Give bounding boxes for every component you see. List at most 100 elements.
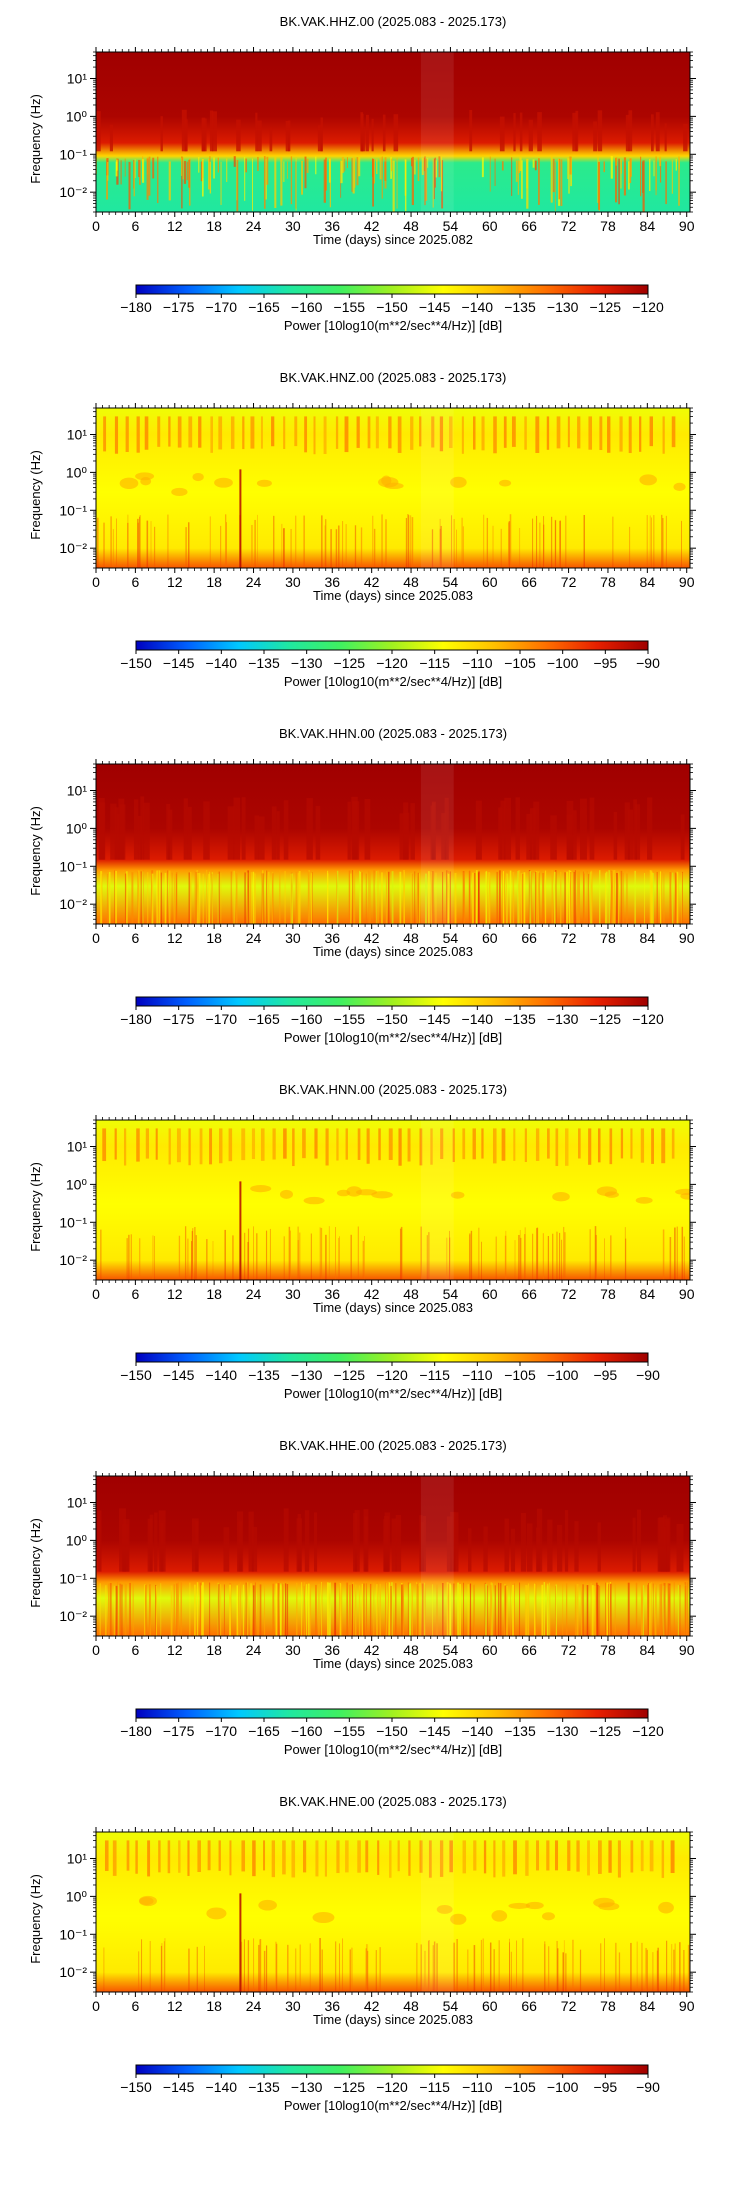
colorbar-tick-label: −140	[206, 1367, 238, 1383]
blob	[256, 479, 272, 487]
x-tick-label: 48	[403, 1642, 419, 1658]
x-tick-label: 0	[92, 218, 100, 234]
x-tick-label: 54	[443, 930, 459, 946]
chart-title: BK.VAK.HNN.00 (2025.083 - 2025.173)	[278, 1082, 508, 1097]
colorbar-tick-label: −105	[504, 655, 536, 671]
chart-title: BK.VAK.HHZ.00 (2025.083 - 2025.173)	[279, 14, 507, 29]
x-tick-label: 54	[443, 218, 459, 234]
x-tick-label: 84	[640, 1286, 656, 1302]
colorbar-tick-label: −140	[206, 2079, 238, 2095]
colorbar-tick-label: −160	[291, 299, 323, 315]
colorbar-tick-label: −125	[334, 2079, 366, 2095]
x-tick-label: 42	[364, 218, 380, 234]
spectrogram-texture	[97, 408, 686, 568]
blob	[312, 1911, 335, 1924]
colorbar-tick-label: −120	[632, 1723, 664, 1739]
x-tick-label: 36	[324, 574, 340, 590]
blob	[303, 1196, 325, 1205]
colorbar-tick-label: −125	[334, 1367, 366, 1383]
y-tick-label: 10¹	[67, 782, 88, 798]
x-tick-label: 30	[285, 1998, 301, 2014]
y-tick-label: 10¹	[67, 426, 88, 442]
blob	[119, 477, 139, 490]
colorbar-tick-label: −175	[163, 1723, 195, 1739]
x-tick-label: 6	[131, 1286, 139, 1302]
x-tick-label: 72	[561, 1286, 577, 1302]
colorbar-tick-label: −130	[547, 299, 579, 315]
colorbar-tick-label: −135	[504, 299, 536, 315]
x-tick-label: 24	[246, 1642, 262, 1658]
blob	[499, 479, 512, 487]
chart-title: BK.VAK.HNE.00 (2025.083 - 2025.173)	[279, 1794, 507, 1809]
x-tick-label: 42	[364, 1286, 380, 1302]
y-tick-label: 10⁻¹	[59, 858, 87, 874]
x-tick-label: 72	[561, 1642, 577, 1658]
x-tick-label: 42	[364, 574, 380, 590]
x-tick-label: 78	[600, 574, 616, 590]
x-tick-label: 48	[403, 1998, 419, 2014]
colorbar-label: Power [10log10(m**2/sec**4/Hz)] [dB]	[283, 2098, 503, 2113]
colorbar-tick-label: −155	[334, 1011, 366, 1027]
blob	[639, 474, 657, 486]
plot-frame	[95, 407, 691, 569]
blob	[450, 476, 467, 488]
blob	[635, 1196, 653, 1204]
spectrogram-panel: BK.VAK.HNZ.00 (2025.083 - 2025.173) 0 6 12 1…	[0, 356, 750, 712]
x-axis-label: Time (days) since 2025.083	[313, 1656, 473, 1671]
x-tick-label: 24	[246, 1998, 262, 2014]
x-axis-label: Time (days) since 2025.082	[313, 232, 473, 247]
x-tick-label: 90	[679, 218, 695, 234]
blob	[675, 1188, 690, 1196]
colorbar-tick-label: −115	[419, 655, 450, 671]
blob	[279, 1189, 293, 1199]
colorbar-tick-label: −130	[547, 1011, 579, 1027]
blob	[258, 1899, 277, 1911]
x-tick-label: 36	[324, 1642, 340, 1658]
colorbar-tick-label: −90	[636, 1367, 660, 1383]
blob	[450, 1913, 467, 1925]
y-tick-label: 10⁰	[66, 108, 88, 124]
colorbar-tick-label: −120	[376, 1367, 408, 1383]
colorbar-label: Power [10log10(m**2/sec**4/Hz)] [dB]	[283, 674, 503, 689]
spectrogram-texture	[96, 1476, 689, 1636]
colorbar-tick-label: −175	[163, 1011, 195, 1027]
spectrogram-texture	[100, 1120, 690, 1280]
x-tick-label: 6	[131, 218, 139, 234]
x-tick-label: 84	[640, 1998, 656, 2014]
colorbar-tick-label: −125	[590, 1011, 622, 1027]
x-tick-label: 42	[364, 930, 380, 946]
x-tick-label: 60	[482, 574, 498, 590]
x-tick-label: 54	[443, 1286, 459, 1302]
blob	[508, 1902, 531, 1909]
data-gap-band	[420, 52, 454, 212]
y-tick-label: 10⁰	[66, 1532, 88, 1548]
colorbar	[135, 1352, 649, 1363]
colorbar-tick-label: −140	[462, 1011, 494, 1027]
y-axis-label: Frequency (Hz)	[28, 1874, 43, 1964]
data-gap-band	[420, 1832, 454, 1992]
y-tick-label: 10⁻²	[59, 896, 87, 912]
x-axis-label: Time (days) since 2025.083	[313, 2012, 473, 2027]
colorbar-tick-label: −145	[163, 655, 195, 671]
spectrogram-texture	[103, 1832, 690, 1992]
x-tick-label: 30	[285, 218, 301, 234]
data-gap-band	[420, 1120, 454, 1280]
spectrogram-plot: 0 6 12 18 24 30 36 42 48 54 60 66 72 78 84 90 10¹ 10⁰ 10⁻¹…	[59, 47, 696, 315]
y-tick-label: 10⁻²	[59, 184, 87, 200]
y-tick-label: 10¹	[67, 1494, 88, 1510]
x-tick-label: 6	[131, 1642, 139, 1658]
blob	[250, 1185, 272, 1193]
x-tick-label: 60	[482, 930, 498, 946]
colorbar-tick-label: −165	[248, 299, 280, 315]
data-gap-band	[420, 1476, 454, 1636]
x-tick-label: 36	[324, 218, 340, 234]
x-tick-label: 48	[403, 574, 419, 590]
x-tick-label: 84	[640, 574, 656, 590]
x-tick-label: 60	[482, 1286, 498, 1302]
plot-frame	[95, 1475, 691, 1637]
colorbar-tick-label: −140	[462, 1723, 494, 1739]
x-axis-label: Time (days) since 2025.083	[313, 588, 473, 603]
colorbar-tick-label: −175	[163, 299, 195, 315]
x-tick-label: 42	[364, 1998, 380, 2014]
